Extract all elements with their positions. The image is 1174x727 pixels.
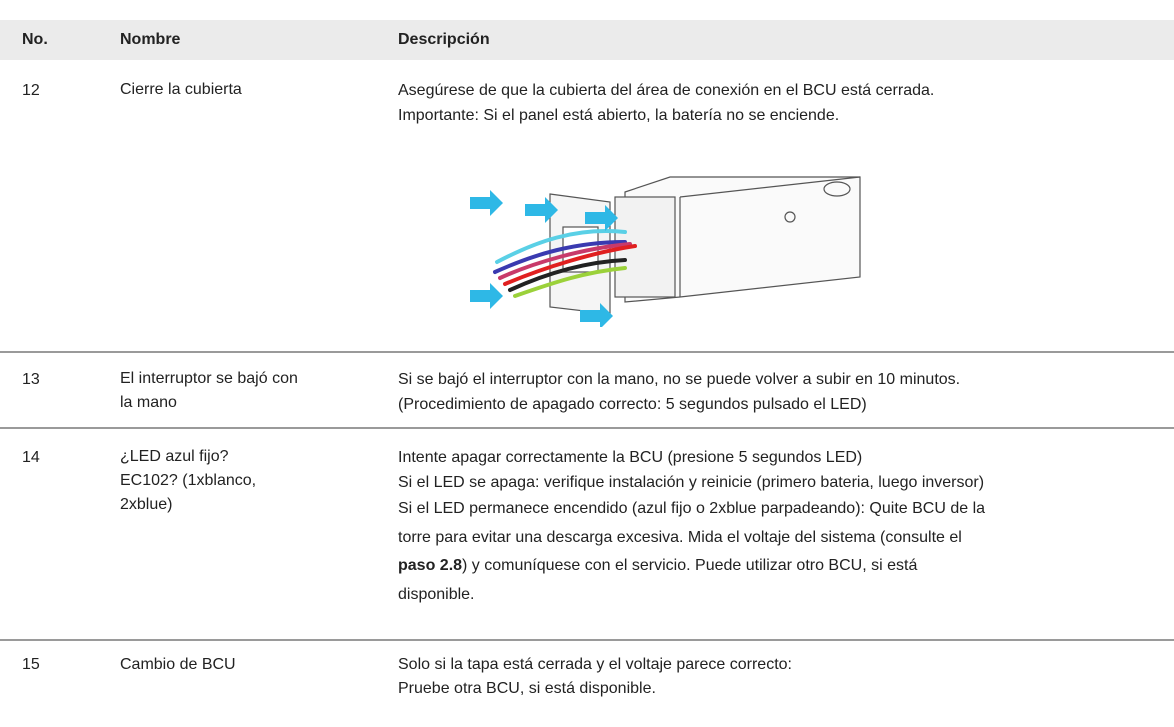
description-cell: Si se bajó el interruptor con la mano, n… xyxy=(398,352,1174,429)
name-line: ¿LED azul fijo? xyxy=(120,448,229,465)
name-line: Cierre la cubierta xyxy=(120,81,242,98)
name-line: 2xblue) xyxy=(120,496,173,513)
name-line: EC102? (1xblanco, xyxy=(120,472,257,489)
number-cell: 12 xyxy=(0,60,120,353)
number-cell: 14 xyxy=(0,428,120,641)
description-line: Pruebe otra BCU, si está disponible. xyxy=(398,680,656,697)
row-number: 12 xyxy=(22,82,40,99)
header-cell: Descripción xyxy=(398,20,1174,60)
header-cell: Nombre xyxy=(120,20,398,60)
description-text: ) y comuníquese con el servicio. Puede u… xyxy=(462,557,918,574)
description-line: torre para evitar una descarga excesiva.… xyxy=(398,528,962,546)
table: No. Nombre Descripción 12 Cierre la cubie… xyxy=(0,20,1174,720)
number-cell: 13 xyxy=(0,352,120,429)
name-cell: Cierre la cubierta xyxy=(120,60,398,353)
row-number: 14 xyxy=(22,449,40,466)
description-line: Importante: Si el panel está abierto, la… xyxy=(398,107,840,124)
name-line: Cambio de BCU xyxy=(120,656,236,673)
bold-reference: paso 2.8 xyxy=(398,557,463,574)
description-line: Si el LED permanece encendido (azul fijo… xyxy=(398,500,986,517)
name-line: la mano xyxy=(120,394,177,411)
row: 14 ¿LED azul fijo? EC102? (1xblanco, 2xblue… xyxy=(0,428,1174,641)
description-line: Asegúrese de que la cubierta del área de… xyxy=(398,82,935,99)
description-line: disponible. xyxy=(398,585,475,603)
description-line: Si el LED se apaga: verifique instalació… xyxy=(398,474,985,491)
header-cell: No. xyxy=(0,20,120,60)
name-line: El interruptor se bajó con xyxy=(120,370,298,387)
description-cell: Intente apagar correctamente la BCU (pre… xyxy=(398,428,1174,641)
header-row: No. Nombre Descripción xyxy=(0,20,1174,60)
row-number: 15 xyxy=(22,656,40,673)
number-cell: 15 xyxy=(0,640,120,720)
row: 15 Cambio de BCU Solo si la tapa está cerr… xyxy=(0,640,1174,720)
name-cell: El interruptor se bajó con la mano xyxy=(120,352,398,429)
description-line: paso 2.8) y comuníquese con el servicio.… xyxy=(398,552,1174,581)
description-line: Si se bajó el interruptor con la mano, n… xyxy=(398,371,961,388)
row: 13 El interruptor se bajó con la mano Si se… xyxy=(0,352,1174,429)
bcu-illustration xyxy=(470,176,861,327)
description-line: Solo si la tapa está cerrada y el voltaj… xyxy=(398,656,792,673)
description-line: Intente apagar correctamente la BCU (pre… xyxy=(398,449,863,466)
description-line: (Procedimiento de apagado correcto: 5 se… xyxy=(398,396,867,413)
name-cell: Cambio de BCU xyxy=(120,640,398,720)
row-number: 13 xyxy=(22,371,40,388)
name-cell: ¿LED azul fijo? EC102? (1xblanco, 2xblue) xyxy=(120,428,398,641)
description-cell: Solo si la tapa está cerrada y el voltaj… xyxy=(398,640,1174,720)
